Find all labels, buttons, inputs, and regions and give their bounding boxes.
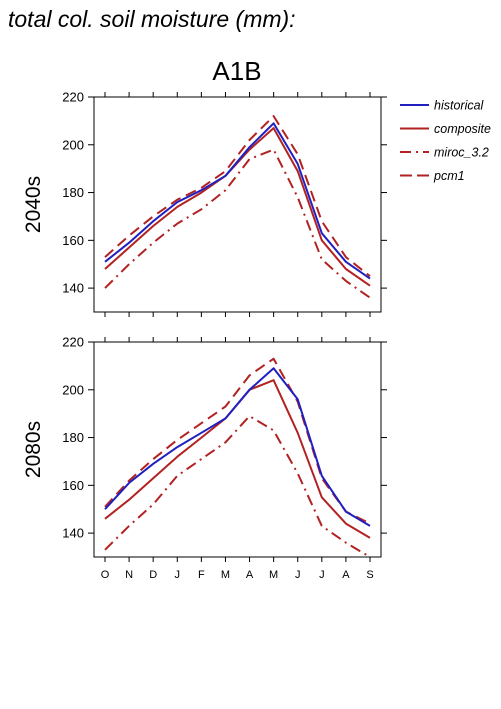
x-tick-label: J (175, 569, 181, 581)
legend-label: composite (434, 122, 491, 136)
y-tick-label: 140 (62, 526, 84, 541)
series-line-historical (104, 367, 371, 527)
series-line-miroc_3.2 (104, 148, 371, 299)
x-tick-label: D (149, 569, 157, 581)
y-tick-label: 180 (62, 185, 84, 200)
y-tick-label: 180 (62, 430, 84, 445)
plot-frame (93, 96, 382, 313)
x-tick-label: M (221, 569, 230, 581)
series-line-composite (104, 127, 371, 287)
y-tick-label: 220 (62, 90, 84, 105)
series-line-pcm1 (104, 115, 371, 277)
legend: historical composite miroc_3.2 pcm1 (400, 99, 491, 183)
scenario-title: A1B (212, 56, 261, 86)
legend-item-historical: historical (400, 99, 485, 113)
panel-2040s: 140 160 180 200 220 2040s (22, 90, 387, 317)
y-tick-label: 220 (62, 335, 84, 350)
x-tick-label: F (198, 569, 205, 581)
panels: 140 160 180 200 220 2040s 140 160 180 200 220 O N D J F… (22, 90, 387, 581)
x-tick-label: A (342, 569, 350, 581)
x-tick-label: S (366, 569, 373, 581)
x-tick-label: J (295, 569, 301, 581)
panel-2080s: 140 160 180 200 220 O N D J F M A M J J A S 2080s (22, 335, 387, 581)
legend-item-composite: composite (400, 122, 491, 136)
y-tick-label: 200 (62, 382, 84, 397)
legend-label: pcm1 (433, 169, 465, 183)
series-line-historical (104, 122, 371, 280)
legend-label: historical (434, 99, 485, 113)
y-tick-label: 200 (62, 137, 84, 152)
legend-item-miroc_3.2: miroc_3.2 (400, 146, 489, 160)
legend-item-pcm1: pcm1 (400, 169, 465, 183)
panel-label: 2040s (22, 176, 45, 233)
plot-frame (93, 341, 382, 558)
panel-label: 2080s (22, 421, 45, 478)
series-line-pcm1 (104, 357, 371, 525)
x-tick-label: A (246, 569, 254, 581)
figure-title: total col. soil moisture (mm): (8, 6, 296, 32)
y-tick-label: 160 (62, 478, 84, 493)
x-tick-label: O (101, 569, 110, 581)
y-tick-label: 160 (62, 233, 84, 248)
x-tick-label: N (125, 569, 133, 581)
y-tick-label: 140 (62, 281, 84, 296)
legend-label: miroc_3.2 (434, 146, 489, 160)
x-tick-label: J (319, 569, 325, 581)
x-tick-label: M (269, 569, 278, 581)
